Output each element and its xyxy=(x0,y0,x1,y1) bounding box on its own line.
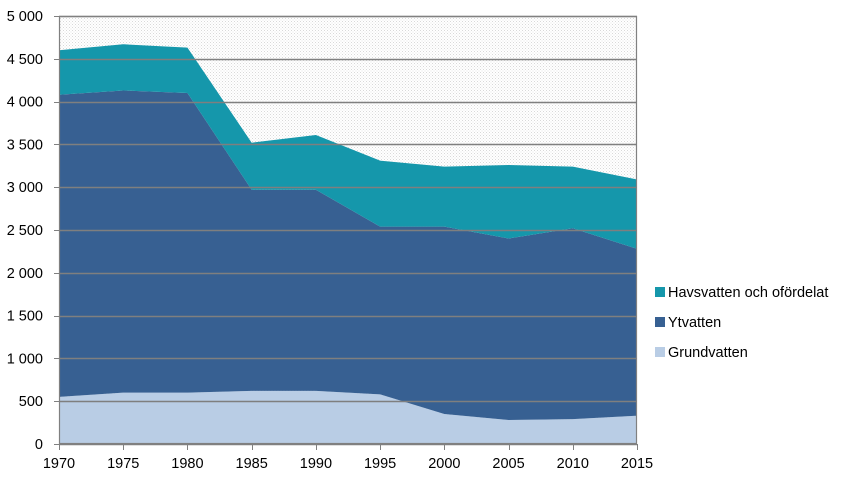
y-tick-label: 500 xyxy=(19,394,43,410)
legend-swatch xyxy=(655,317,665,327)
area-layer xyxy=(59,44,637,444)
x-tick-label: 1990 xyxy=(300,456,332,472)
y-tick-label: 0 xyxy=(35,437,43,453)
axis-layer: 0 500 1 000 1 500 2 000 2 500 3 000 3 500 4 000 4… xyxy=(7,9,653,472)
area-series-havsvatten-och-of-rdelat xyxy=(59,44,637,249)
legend-label: Ytvatten xyxy=(668,315,721,331)
legend: Havsvatten och ofördelat Ytvatten Grundvat… xyxy=(655,285,828,361)
x-tick-label: 1975 xyxy=(107,456,139,472)
y-tick-label: 3 500 xyxy=(7,137,43,153)
gridline-layer xyxy=(59,15,637,403)
y-tick-label: 1 500 xyxy=(7,309,43,325)
x-tick-label: 1985 xyxy=(236,456,268,472)
x-tick-label: 2015 xyxy=(621,456,653,472)
area-series-grundvatten xyxy=(59,390,637,444)
x-tick-label: 1980 xyxy=(171,456,203,472)
legend-swatch xyxy=(655,287,665,297)
x-tick-label: 1995 xyxy=(364,456,396,472)
x-tick-label: 2010 xyxy=(557,456,589,472)
y-tick-label: 3 000 xyxy=(7,180,43,196)
y-tick-label: 2 000 xyxy=(7,266,43,282)
y-tick-label: 4 000 xyxy=(7,95,43,111)
area-series-ytvatten xyxy=(59,90,637,421)
x-tick-label: 2000 xyxy=(428,456,460,472)
legend-label: Havsvatten och ofördelat xyxy=(668,285,828,301)
legend-label: Grundvatten xyxy=(668,345,748,361)
y-tick-label: 1 000 xyxy=(7,351,43,367)
x-tick-label: 1970 xyxy=(43,456,75,472)
y-tick-label: 2 500 xyxy=(7,223,43,239)
y-tick-label: 4 500 xyxy=(7,52,43,68)
x-tick-label: 2005 xyxy=(492,456,524,472)
plot-frame xyxy=(58,15,638,445)
y-tick-label: 5 000 xyxy=(7,9,43,25)
legend-swatch xyxy=(655,347,665,357)
